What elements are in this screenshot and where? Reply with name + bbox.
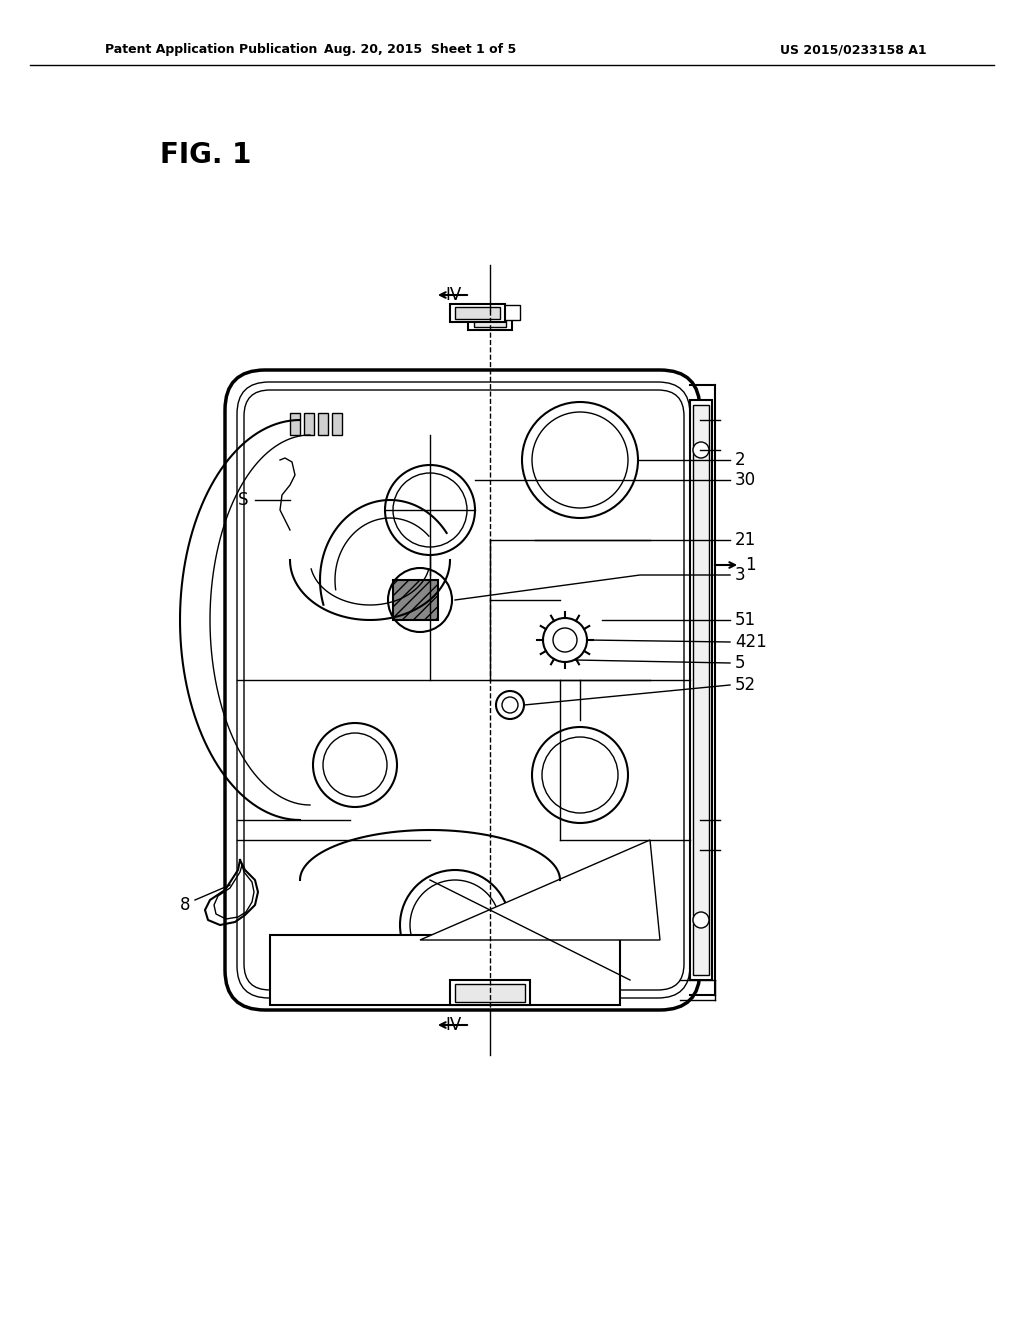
Text: 1: 1 (745, 556, 756, 574)
Circle shape (553, 628, 577, 652)
Circle shape (400, 870, 510, 979)
Text: 2: 2 (735, 451, 745, 469)
Text: Aug. 20, 2015  Sheet 1 of 5: Aug. 20, 2015 Sheet 1 of 5 (324, 44, 516, 57)
Circle shape (543, 618, 587, 663)
Bar (304, 413, 314, 436)
Circle shape (522, 403, 638, 517)
Text: US 2015/0233158 A1: US 2015/0233158 A1 (780, 44, 927, 57)
Bar (290, 413, 300, 436)
Circle shape (393, 473, 467, 546)
Circle shape (410, 880, 500, 970)
Bar (474, 313, 506, 327)
Text: 30: 30 (735, 471, 756, 488)
Circle shape (385, 465, 475, 554)
Text: 8: 8 (179, 896, 190, 913)
Text: 51: 51 (735, 611, 756, 630)
Bar (332, 413, 342, 436)
Text: 52: 52 (735, 676, 756, 694)
Bar (468, 310, 512, 330)
Circle shape (496, 690, 524, 719)
Text: 21: 21 (735, 531, 757, 549)
Text: 3: 3 (735, 566, 745, 583)
Bar (690, 400, 712, 979)
Circle shape (693, 912, 709, 928)
FancyBboxPatch shape (225, 370, 700, 1010)
Bar (455, 308, 500, 319)
Circle shape (502, 697, 518, 713)
Text: IV: IV (445, 1016, 462, 1034)
Bar (693, 405, 709, 975)
Bar (450, 979, 530, 1005)
Circle shape (693, 442, 709, 458)
Circle shape (313, 723, 397, 807)
Circle shape (532, 727, 628, 822)
Bar (392, 579, 437, 620)
Bar (318, 413, 328, 436)
Circle shape (532, 412, 628, 508)
Circle shape (542, 737, 618, 813)
Text: FIG. 1: FIG. 1 (160, 141, 251, 169)
Text: Patent Application Publication: Patent Application Publication (105, 44, 317, 57)
Text: 5: 5 (735, 653, 745, 672)
Bar (460, 305, 520, 319)
Bar (270, 935, 620, 1005)
Bar (450, 304, 505, 322)
PathPatch shape (420, 840, 660, 940)
Text: 421: 421 (735, 634, 767, 651)
Bar (455, 983, 525, 1002)
Text: IV: IV (445, 286, 462, 304)
Text: S: S (238, 491, 248, 510)
Circle shape (323, 733, 387, 797)
